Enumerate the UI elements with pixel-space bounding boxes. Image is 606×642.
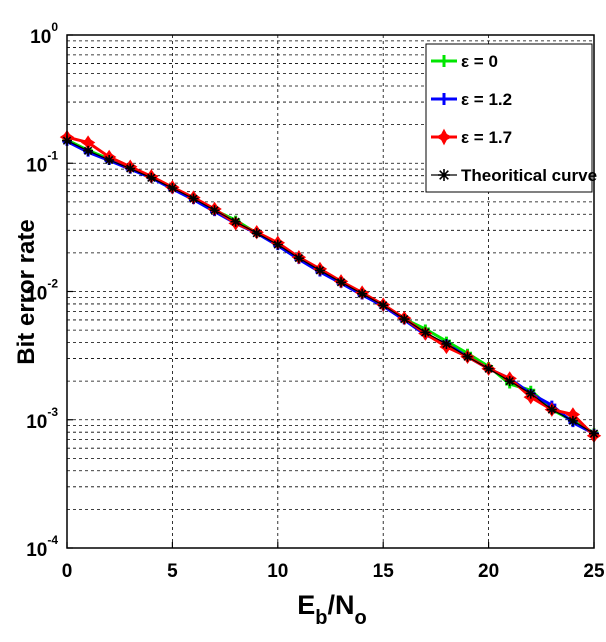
- data-point: [146, 173, 156, 183]
- data-point: [568, 416, 578, 426]
- x-tick-label: 10: [267, 561, 288, 582]
- y-tick-label: 10-3: [26, 405, 58, 433]
- data-point: [420, 327, 430, 337]
- x-axis-label: Eb/No: [297, 590, 366, 629]
- x-label-main: E: [297, 590, 315, 620]
- data-point: [399, 314, 409, 324]
- data-point: [104, 155, 114, 165]
- legend-label: ε = 0: [461, 52, 498, 71]
- x-tick-label: 20: [478, 561, 499, 582]
- data-point: [210, 205, 220, 215]
- x-tick-label: 15: [373, 561, 395, 582]
- data-point: [484, 364, 494, 374]
- data-point: [167, 183, 177, 193]
- data-point: [378, 300, 388, 310]
- data-point: [336, 277, 346, 287]
- data-point: [463, 352, 473, 362]
- data-point: [294, 253, 304, 263]
- x-tick-label: 5: [167, 561, 178, 582]
- data-point: [526, 389, 536, 399]
- legend-label: ε = 1.7: [461, 128, 512, 147]
- data-point: [83, 146, 93, 156]
- y-tick-label: 10-1: [26, 148, 58, 176]
- legend-marker: [438, 169, 450, 181]
- x-axis-tick-labels: 0 5 10 15 20 25: [62, 561, 605, 582]
- legend-label: ε = 1.2: [461, 90, 512, 109]
- x-label-sub-2: o: [355, 607, 367, 629]
- data-point: [273, 240, 283, 250]
- y-axis-label: Bit error rate: [13, 219, 40, 364]
- y-tick-label: 10-4: [26, 533, 58, 561]
- data-point: [441, 339, 451, 349]
- y-tick-label: 100: [30, 20, 58, 48]
- x-label-mid: /N: [328, 590, 355, 620]
- x-label-sub-1: b: [315, 607, 327, 629]
- data-point: [315, 265, 325, 275]
- legend-label: Theoritical curve: [461, 166, 597, 185]
- legend: ε = 0 ε = 1.2 ε = 1.7 Theoritical curve: [426, 44, 597, 192]
- data-point: [505, 376, 515, 386]
- data-point: [252, 228, 262, 238]
- x-tick-label: 25: [583, 561, 605, 582]
- data-point: [125, 164, 135, 174]
- data-point: [357, 289, 367, 299]
- x-tick-label: 0: [62, 561, 73, 582]
- data-point: [188, 194, 198, 204]
- data-point: [547, 405, 557, 415]
- data-point: [231, 217, 241, 227]
